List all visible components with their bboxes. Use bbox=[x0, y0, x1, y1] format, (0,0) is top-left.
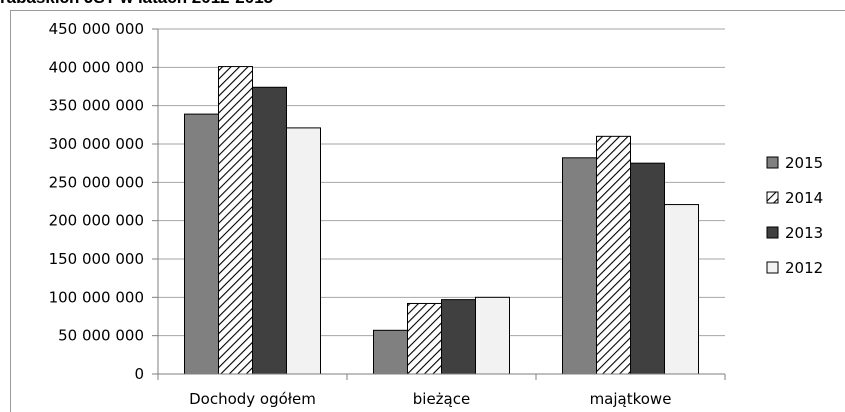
y-axis-ticks: 0 50 000 000 100 000 000 150 000 000 200 000… bbox=[49, 20, 144, 383]
x-category-label: majątkowe bbox=[590, 390, 672, 408]
y-tick-label: 300 000 000 bbox=[49, 135, 144, 153]
bar-2014-0 bbox=[218, 66, 253, 375]
legend-label-2014: 2014 bbox=[785, 189, 823, 207]
y-tick-label: 50 000 000 bbox=[58, 327, 144, 345]
bar-2013-1 bbox=[441, 299, 476, 375]
x-category-label: Dochody ogółem bbox=[189, 390, 316, 408]
y-tick-label: 250 000 000 bbox=[49, 173, 144, 191]
bar-2015-1 bbox=[373, 329, 408, 375]
bar-2012-2 bbox=[664, 204, 699, 375]
bar-2014-2 bbox=[596, 135, 631, 375]
y-tick-label: 100 000 000 bbox=[49, 288, 144, 306]
bars bbox=[184, 66, 699, 375]
bar-2012-1 bbox=[475, 296, 510, 375]
y-tick-label: 450 000 000 bbox=[49, 20, 144, 38]
bar-2013-2 bbox=[630, 162, 665, 375]
bar-2015-2 bbox=[562, 157, 597, 375]
y-tick-label: 200 000 000 bbox=[49, 212, 144, 230]
legend-swatch-2013 bbox=[766, 226, 779, 239]
legend: 2015 2014 2013 2012 bbox=[766, 154, 823, 277]
y-tick-label: 0 bbox=[134, 365, 144, 383]
legend-label-2013: 2013 bbox=[785, 224, 823, 242]
chart-title: rabaskich JST w latach 2012-2015 bbox=[0, 0, 273, 8]
x-axis-categories: Dochody ogółem bieżące majątkowe bbox=[189, 390, 671, 408]
bar-2015-0 bbox=[184, 113, 219, 375]
chart-frame bbox=[10, 10, 845, 412]
legend-swatch-2015 bbox=[766, 156, 779, 169]
y-tick-label: 350 000 000 bbox=[49, 97, 144, 115]
bar-2013-0 bbox=[252, 86, 287, 375]
legend-swatch-2012 bbox=[766, 261, 779, 274]
x-category-label: bieżące bbox=[413, 390, 470, 408]
y-tick-label: 150 000 000 bbox=[49, 250, 144, 268]
legend-label-2015: 2015 bbox=[785, 154, 823, 172]
bar-2014-1 bbox=[407, 302, 442, 375]
axes bbox=[157, 29, 726, 380]
y-tick-label: 400 000 000 bbox=[49, 58, 144, 76]
bar-2012-0 bbox=[286, 127, 321, 375]
legend-label-2012: 2012 bbox=[785, 259, 823, 277]
legend-swatch-2014 bbox=[766, 191, 779, 204]
